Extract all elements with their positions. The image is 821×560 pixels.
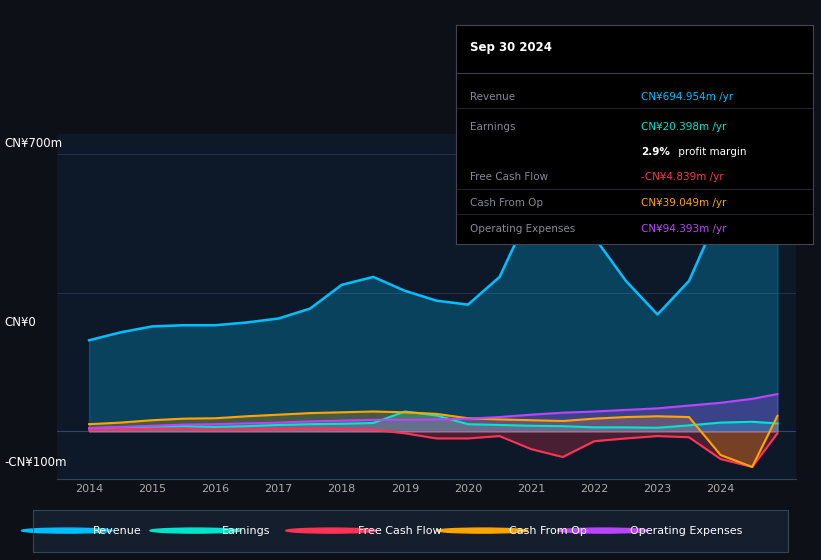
Text: Revenue: Revenue — [94, 526, 142, 535]
Text: -CN¥4.839m /yr: -CN¥4.839m /yr — [641, 172, 724, 182]
Text: CN¥694.954m /yr: CN¥694.954m /yr — [641, 92, 733, 102]
Text: -CN¥100m: -CN¥100m — [4, 455, 67, 469]
Text: Sep 30 2024: Sep 30 2024 — [470, 40, 552, 54]
Circle shape — [150, 528, 241, 533]
Text: 2.9%: 2.9% — [641, 147, 670, 157]
Text: Earnings: Earnings — [470, 122, 516, 132]
Text: Earnings: Earnings — [222, 526, 270, 535]
Text: Operating Expenses: Operating Expenses — [470, 225, 576, 235]
Text: Operating Expenses: Operating Expenses — [630, 526, 742, 535]
Circle shape — [286, 528, 377, 533]
Circle shape — [21, 528, 112, 533]
Circle shape — [437, 528, 528, 533]
Text: CN¥94.393m /yr: CN¥94.393m /yr — [641, 225, 727, 235]
Text: CN¥700m: CN¥700m — [4, 137, 62, 150]
Text: profit margin: profit margin — [676, 147, 747, 157]
Text: Free Cash Flow: Free Cash Flow — [358, 526, 441, 535]
Text: Free Cash Flow: Free Cash Flow — [470, 172, 548, 182]
Text: Revenue: Revenue — [470, 92, 515, 102]
Text: CN¥39.049m /yr: CN¥39.049m /yr — [641, 198, 727, 208]
Text: CN¥20.398m /yr: CN¥20.398m /yr — [641, 122, 727, 132]
Text: Cash From Op: Cash From Op — [470, 198, 543, 208]
Text: CN¥0: CN¥0 — [4, 315, 36, 329]
Circle shape — [557, 528, 649, 533]
Text: Cash From Op: Cash From Op — [509, 526, 586, 535]
